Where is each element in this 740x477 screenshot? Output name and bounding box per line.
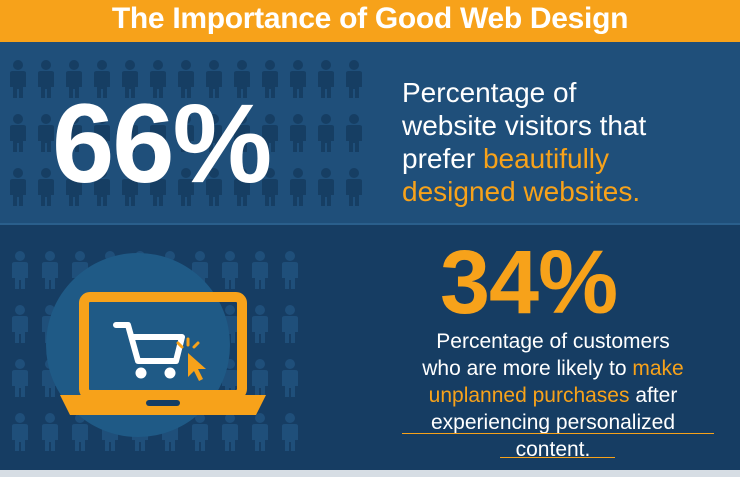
panel-divider [0,223,740,226]
page-title: The Importance of Good Web Design [111,2,629,35]
desc1-line3: prefer beautifully [402,142,646,175]
stat-panel-66: 66% Percentage of website visitors that … [0,42,740,225]
desc1-line1: Percentage of [402,77,577,108]
stat-description-66: Percentage of website visitors that pref… [402,76,646,208]
bottom-strip [0,470,740,477]
desc1-line2: website visitors that [402,110,647,141]
stat-value-66: 66% [52,81,272,206]
desc2-line3: unplanned purchases after [392,382,714,409]
desc2-line1: Percentage of customers [436,330,670,353]
desc1-line3-plain: prefer [402,143,483,174]
underline-rule-2 [500,457,615,458]
desc2-highlight-1: make [632,357,684,380]
stat-description-34: Percentage of customers who are more lik… [392,328,714,463]
desc1-highlight-2: designed websites. [402,176,641,207]
desc2-line2: who are more likely to make [392,355,714,382]
underline-rule-1 [402,433,714,434]
desc2-line4: experiencing personalized [431,411,675,434]
desc2-line2-plain: who are more likely to [422,357,633,380]
header-banner: The Importance of Good Web Design [0,0,740,42]
stat-value-34: 34% [440,233,618,333]
desc2-line5: content. [515,438,591,461]
laptop-cart-icon [46,253,266,437]
desc1-highlight-1: beautifully [482,143,610,174]
desc2-highlight-2: unplanned purchases [428,384,630,407]
stat-panel-34: 34% Percentage of customers who are more… [0,225,740,477]
desc2-line3-plain: after [629,384,678,407]
